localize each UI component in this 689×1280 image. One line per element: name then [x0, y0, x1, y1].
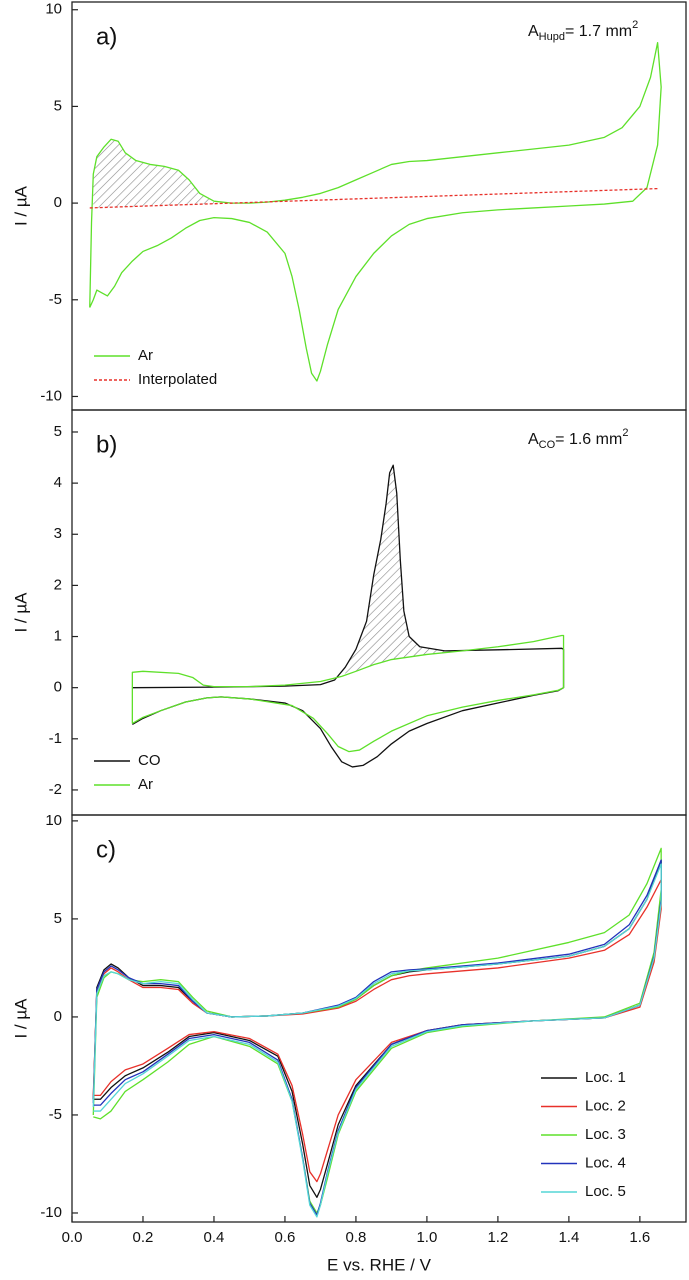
- panel: -10 -5 0 5 10 I / µA Ar Interpolated a) AHupd= 1.…: [11, 1, 687, 411]
- legend-label: Loc. 4: [585, 1154, 626, 1171]
- y-tick-label: -10: [40, 1204, 62, 1221]
- x-tick-label: 1.4: [558, 1229, 579, 1246]
- y-tick-label: 2: [54, 576, 62, 593]
- area-annotation: AHupd= 1.7 mm2: [528, 19, 638, 43]
- y-tick-label: 5: [54, 910, 62, 927]
- x-tick-label: 0.6: [275, 1229, 296, 1246]
- y-tick-label: 0: [54, 679, 62, 696]
- annotation-superscript: 2: [622, 427, 628, 439]
- legend-label: Ar: [138, 347, 153, 364]
- series-line: [92, 859, 662, 1216]
- series-line: [92, 859, 662, 1198]
- x-tick-label: 1.6: [629, 1229, 650, 1246]
- annotation-text: = 1.6 mm: [555, 431, 622, 448]
- panel-label: b): [96, 431, 117, 458]
- y-tick-label: 0: [54, 1008, 62, 1025]
- y-tick-label: -10: [40, 387, 62, 404]
- x-tick-label: 1.2: [487, 1229, 508, 1246]
- legend-label: Ar: [138, 776, 153, 793]
- x-tick-label: 0.0: [62, 1229, 83, 1246]
- series-line: [92, 847, 662, 1214]
- plot-frame: [71, 814, 687, 1223]
- panel-label: a): [96, 23, 117, 50]
- legend-label: Loc. 2: [585, 1097, 626, 1114]
- series-line: [132, 464, 565, 768]
- hatched-area: [93, 139, 214, 208]
- legend-label: Interpolated: [138, 371, 217, 388]
- y-tick-label: -1: [49, 730, 62, 747]
- y-tick-label: 5: [54, 423, 62, 440]
- annotation-superscript: 2: [632, 19, 638, 31]
- x-tick-label: 0.8: [346, 1229, 367, 1246]
- y-axis-label: I / µA: [11, 185, 30, 226]
- y-tick-label: 10: [45, 812, 62, 829]
- x-axis-label: E vs. RHE / V: [327, 1255, 432, 1274]
- series-line: [131, 634, 565, 753]
- y-tick-label: 4: [54, 474, 62, 491]
- area-annotation: ACO= 1.6 mm2: [528, 427, 628, 451]
- x-tick-label: 1.0: [416, 1229, 437, 1246]
- y-tick-label: 5: [54, 97, 62, 114]
- annotation-subscript: Hupd: [539, 31, 565, 43]
- panel: -10 -5 0 5 10 0.0 0.2 0.4 0.6 0.8 1.0 1.2 1.4 1.6 I / …: [11, 812, 687, 1274]
- legend-label: CO: [138, 752, 161, 769]
- series-line: [89, 41, 662, 382]
- plot-frame: [71, 1, 687, 411]
- annotation-text: = 1.7 mm: [565, 23, 632, 40]
- y-tick-label: 1: [54, 628, 62, 645]
- y-axis-label: I / µA: [11, 998, 30, 1039]
- y-axis-label: I / µA: [11, 592, 30, 633]
- series-line: [92, 863, 662, 1218]
- panel-label: c): [96, 836, 116, 863]
- annotation-main: A: [528, 23, 539, 40]
- x-tick-label: 0.2: [133, 1229, 154, 1246]
- y-tick-label: -5: [49, 1106, 62, 1123]
- x-tick-label: 0.4: [204, 1229, 225, 1246]
- y-tick-label: -5: [49, 291, 62, 308]
- annotation-main: A: [528, 431, 539, 448]
- legend-label: Loc. 3: [585, 1126, 626, 1143]
- y-tick-label: 3: [54, 525, 62, 542]
- hatched-area: [345, 465, 445, 676]
- legend-label: Loc. 1: [585, 1069, 626, 1086]
- legend-label: Loc. 5: [585, 1183, 626, 1200]
- y-tick-label: 10: [45, 1, 62, 18]
- series-line: [92, 879, 662, 1183]
- y-tick-label: -2: [49, 781, 62, 798]
- annotation-subscript: CO: [539, 439, 556, 451]
- y-tick-label: 0: [54, 194, 62, 211]
